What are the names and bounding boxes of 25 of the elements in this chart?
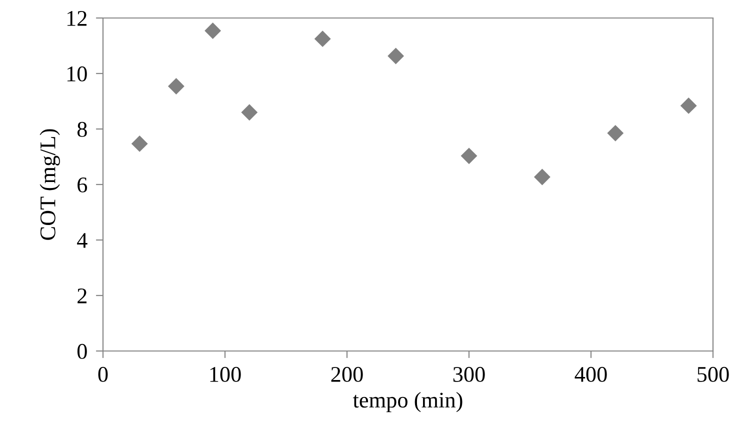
x-tick-label: 500 (698, 366, 729, 382)
y-tick-label: 0 (77, 344, 87, 359)
x-tick-label: 300 (453, 366, 485, 382)
x-tick-label: 400 (574, 366, 607, 382)
point (534, 168, 550, 186)
point (388, 48, 404, 64)
point (460, 148, 478, 164)
y-tick-label: 8 (77, 122, 87, 137)
x-tick-label: 200 (331, 366, 363, 382)
y-tick-label: 2 (78, 288, 86, 304)
point (168, 78, 184, 94)
y-tick-label: 6 (78, 177, 88, 192)
y-tick-label: 12 (67, 10, 86, 26)
y-tick-label: 10 (67, 66, 87, 82)
point (314, 30, 331, 48)
point (607, 124, 624, 142)
point (241, 104, 258, 121)
point (204, 22, 222, 39)
y-tick-label: 4 (77, 233, 88, 248)
x-tick-label: 0 (98, 366, 108, 382)
x-axis-title: tempo (min) (352, 392, 462, 412)
y-axis-title: COT (mg/L) (40, 129, 60, 240)
x-tick-label: 100 (210, 366, 241, 382)
point (131, 135, 148, 152)
point (680, 97, 697, 114)
